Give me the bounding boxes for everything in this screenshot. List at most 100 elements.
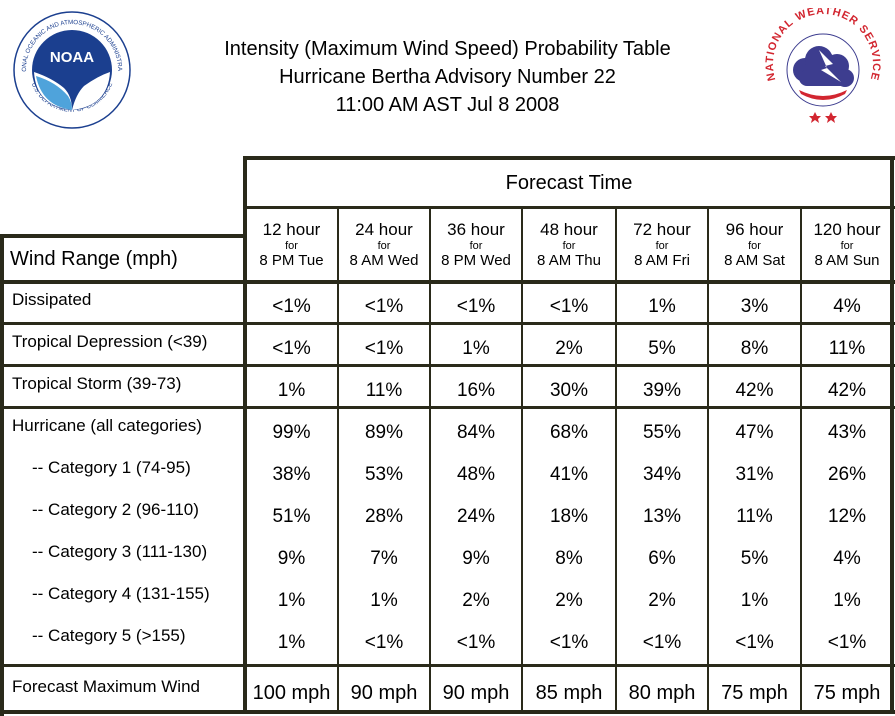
table-cell: 18%: [549, 506, 589, 527]
grid-line: [429, 207, 431, 714]
table-cell: <1%: [735, 632, 774, 653]
table-cell: 12%: [827, 506, 867, 527]
max-wind-cell: 80 mph: [628, 682, 696, 704]
grid-line: [0, 664, 895, 667]
table-cell: 55%: [642, 422, 682, 443]
table-cell: <1%: [827, 632, 867, 653]
table-cell: <1%: [364, 338, 404, 359]
table-cell: <1%: [272, 296, 311, 317]
grid-line: [243, 156, 895, 160]
table-cell: 1%: [462, 338, 490, 359]
table-cell: 39%: [642, 380, 682, 401]
page-title: Intensity (Maximum Wind Speed) Probabili…: [150, 35, 745, 119]
table-cell: 28%: [364, 506, 404, 527]
column-for: for: [469, 240, 483, 252]
table-cell: 11%: [736, 506, 773, 527]
title-line-3: 11:00 AM AST Jul 8 2008: [335, 94, 560, 116]
table-cell: 1%: [833, 590, 861, 611]
title-line-1: Intensity (Maximum Wind Speed) Probabili…: [224, 38, 671, 60]
forecast-time-header: Forecast Time: [505, 171, 633, 194]
table-cell: 53%: [364, 464, 404, 485]
table-cell: <1%: [642, 632, 682, 653]
table-cell: 4%: [833, 548, 861, 569]
grid-line: [337, 207, 339, 714]
grid-line: [0, 364, 895, 367]
column-hours: 96 hour: [725, 220, 784, 239]
column-for: for: [655, 240, 669, 252]
grid-line: [0, 710, 895, 714]
max-wind-cell: 90 mph: [350, 682, 418, 704]
max-wind-cell: 90 mph: [442, 682, 510, 704]
row-label: Dissipated: [12, 290, 92, 309]
table-cell: 9%: [277, 548, 306, 569]
column-when: 8 PM Tue: [259, 252, 324, 269]
column-when: 8 PM Wed: [441, 252, 511, 269]
table-cell: 41%: [549, 464, 589, 485]
table-cell: 11%: [365, 380, 403, 401]
table-cell: <1%: [549, 632, 589, 653]
row-label: Hurricane (all categories): [12, 416, 202, 435]
row-label: -- Category 1 (74-95): [32, 458, 191, 477]
table-cell: 8%: [740, 338, 769, 359]
column-when: 8 AM Thu: [537, 252, 601, 269]
max-wind-cell: 75 mph: [721, 682, 788, 704]
table-cell: 2%: [555, 590, 583, 611]
column-header: 48 hour for 8 AM Thu: [522, 210, 616, 278]
table-cell: 48%: [456, 464, 496, 485]
table-cell: 47%: [735, 422, 774, 443]
table-cell: 5%: [740, 548, 769, 569]
column-header: 24 hour for 8 AM Wed: [338, 210, 430, 278]
table-cell: <1%: [272, 338, 311, 359]
column-header: 120 hour for 8 AM Sun: [801, 210, 893, 278]
column-hours: 120 hour: [813, 220, 881, 239]
table-cell: 7%: [370, 548, 398, 569]
table-cell: 34%: [642, 464, 682, 485]
table-cell: 1%: [277, 380, 306, 401]
column-header: 12 hour for 8 PM Tue: [245, 210, 338, 278]
column-hours: 12 hour: [262, 220, 321, 239]
table-cell: 89%: [364, 422, 404, 443]
table-cell: 42%: [827, 380, 867, 401]
row-label: -- Category 2 (96-110): [32, 500, 199, 519]
table-cell: 4%: [833, 296, 861, 317]
column-when: 8 AM Wed: [349, 252, 419, 269]
grid-line: [0, 406, 895, 409]
max-wind-cell: 75 mph: [813, 682, 881, 704]
row-label: -- Category 4 (131-155): [32, 584, 210, 603]
column-for: for: [748, 240, 761, 252]
title-line-2: Hurricane Bertha Advisory Number 22: [279, 66, 616, 88]
column-header: 96 hour for 8 AM Sat: [708, 210, 801, 278]
table-cell: 31%: [735, 464, 774, 485]
max-wind-label: Forecast Maximum Wind: [12, 677, 200, 696]
table-cell: 13%: [642, 506, 682, 527]
table-cell: 1%: [648, 296, 676, 317]
table-cell: 84%: [456, 422, 496, 443]
grid-line: [800, 207, 802, 714]
grid-line: [707, 207, 709, 714]
column-when: 8 AM Fri: [634, 252, 690, 269]
column-for: for: [840, 240, 854, 252]
table-cell: 1%: [370, 590, 398, 611]
table-cell: 9%: [462, 548, 490, 569]
wind-range-header: Wind Range (mph): [10, 247, 178, 270]
table-cell: 1%: [277, 632, 306, 653]
table-cell: 2%: [555, 338, 583, 359]
noaa-logo: NATIONAL OCEANIC AND ATMOSPHERIC ADMINIS…: [12, 10, 131, 129]
table-cell: 99%: [272, 422, 311, 443]
grid-line: [0, 280, 895, 284]
grid-line: [521, 207, 523, 714]
table-cell: 51%: [272, 506, 311, 527]
table-cell: 24%: [456, 506, 496, 527]
table-cell: 5%: [648, 338, 676, 359]
column-hours: 48 hour: [540, 220, 598, 239]
column-header: 72 hour for 8 AM Fri: [616, 210, 708, 278]
table-cell: <1%: [549, 296, 589, 317]
table-cell: 1%: [740, 590, 769, 611]
grid-line: [243, 206, 895, 209]
max-wind-cell: 85 mph: [535, 682, 603, 704]
grid-line: [890, 156, 894, 714]
table-cell: 6%: [648, 548, 676, 569]
table-cell: 11%: [828, 338, 866, 359]
nws-logo: NATIONAL WEATHER SERVICE: [764, 8, 881, 123]
table-cell: 26%: [827, 464, 867, 485]
